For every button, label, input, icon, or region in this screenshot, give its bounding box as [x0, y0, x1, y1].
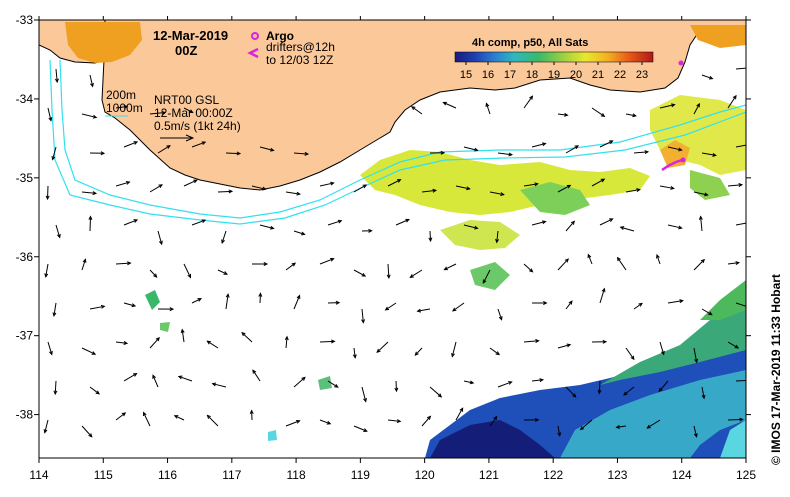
isobath-200m-label: 200m: [106, 88, 136, 102]
y-tick-label: -38: [16, 408, 34, 422]
y-tick-label: -36: [16, 250, 34, 264]
scale-label: 0.5m/s (1kt 24h): [154, 119, 241, 133]
x-tick-label: 125: [736, 468, 756, 482]
drifters-label: drifters@12h: [266, 40, 335, 54]
x-tick-label: 121: [479, 468, 499, 482]
colorbar-tick-label: 21: [592, 69, 604, 81]
x-tick-label: 124: [672, 468, 692, 482]
map-date: 12-Mar-2019: [153, 28, 228, 43]
colorbar-tick-label: 20: [570, 69, 582, 81]
y-tick-label: -34: [16, 92, 34, 106]
y-tick-label: -37: [16, 329, 34, 343]
x-tick-label: 122: [543, 468, 563, 482]
colorbar-ticks: 15 16 17 18 19 20 21 22 23: [460, 62, 648, 81]
x-tick-label: 118: [287, 468, 306, 482]
colorbar: [455, 52, 653, 62]
colorbar-tick-label: 16: [482, 69, 494, 81]
product-time: 12-Mar 00:00Z: [154, 106, 233, 120]
x-tick-label: 123: [607, 468, 627, 482]
colorbar-tick-label: 17: [504, 69, 516, 81]
x-tick-label: 117: [222, 468, 241, 482]
argo-float: [679, 61, 684, 66]
isobath-1000m-label: 1000m: [106, 101, 143, 115]
drifter-marker: [681, 158, 686, 163]
map-time: 00Z: [175, 43, 197, 58]
credit-text: © IMOS 17-Mar-2019 11:33 Hobart: [769, 274, 783, 465]
colorbar-title: 4h comp, p50, All Sats: [472, 37, 588, 49]
product-name: NRT00 GSL: [154, 93, 219, 107]
y-tick-label: -33: [16, 13, 34, 27]
y-tick-label: -35: [16, 171, 34, 185]
colorbar-tick-label: 18: [526, 69, 538, 81]
x-tick-label: 119: [351, 468, 370, 482]
colorbar-tick-label: 23: [636, 69, 648, 81]
x-tick-label: 120: [415, 468, 435, 482]
colorbar-tick-label: 19: [548, 69, 560, 81]
colorbar-tick-label: 22: [614, 69, 626, 81]
colorbar-tick-label: 15: [460, 69, 472, 81]
x-tick-label: 114: [29, 468, 48, 482]
x-tick-label: 115: [94, 468, 113, 482]
x-tick-label: 116: [158, 468, 177, 482]
drifters-to-label: to 12/03 12Z: [266, 53, 333, 67]
